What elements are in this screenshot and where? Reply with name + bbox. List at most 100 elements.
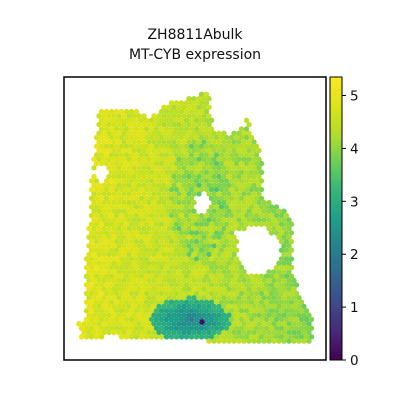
expression-spot [118, 186, 125, 193]
expression-spot [106, 312, 112, 318]
expression-spot [158, 204, 165, 210]
expression-spot [248, 160, 255, 167]
expression-spot [223, 160, 230, 167]
expression-spot [251, 303, 257, 310]
expression-spot [278, 221, 285, 227]
expression-spot [116, 312, 122, 318]
expression-spot [98, 117, 105, 124]
expression-spot [168, 316, 175, 323]
expression-spot [178, 169, 185, 175]
expression-spot [143, 143, 150, 149]
expression-spot [178, 221, 185, 227]
expression-spot [283, 212, 290, 219]
expression-spot [211, 277, 217, 284]
expression-spot [281, 295, 287, 301]
expression-spot [86, 277, 92, 284]
expression-spot [241, 173, 247, 180]
expression-spot [138, 143, 145, 149]
expression-spot [213, 273, 220, 279]
expression-spot [121, 312, 127, 318]
expression-spot [206, 303, 212, 310]
expression-spot [233, 195, 240, 201]
expression-spot [236, 182, 242, 188]
expression-spot [223, 299, 230, 305]
expression-spot [208, 126, 215, 132]
expression-spot [143, 195, 150, 201]
expression-spot [226, 173, 232, 180]
expression-spot [118, 160, 125, 167]
expression-spot [128, 178, 135, 184]
expression-spot [208, 325, 215, 331]
expression-spot [103, 299, 110, 305]
expression-spot [146, 243, 152, 249]
expression-spot [88, 273, 95, 279]
expression-spot [143, 273, 150, 279]
expression-spot [288, 290, 295, 297]
expression-spot [228, 273, 235, 279]
expression-spot [211, 173, 217, 180]
expression-spot [213, 160, 220, 167]
expression-spot [151, 251, 157, 258]
expression-spot [143, 134, 150, 141]
expression-spot [201, 96, 207, 102]
expression-spot [183, 178, 190, 184]
expression-spot [216, 303, 222, 310]
expression-spot [171, 139, 177, 145]
expression-spot [278, 256, 285, 262]
expression-spot [126, 139, 132, 145]
expression-spot [76, 321, 82, 327]
expression-spot [168, 178, 175, 184]
expression-spot [283, 316, 290, 323]
expression-spot [128, 230, 135, 236]
expression-spot [161, 104, 167, 111]
expression-spot [231, 329, 237, 336]
expression-spot [243, 204, 250, 210]
expression-spot [236, 303, 242, 310]
expression-spot [178, 308, 185, 314]
expression-spot [118, 117, 125, 124]
expression-spot [231, 217, 237, 223]
expression-spot [186, 121, 192, 128]
expression-spot [203, 186, 210, 193]
expression-spot [101, 182, 107, 188]
expression-spot [146, 277, 152, 284]
expression-spot [183, 152, 190, 158]
expression-spot [248, 221, 255, 227]
expression-spot [158, 143, 165, 149]
expression-spot [191, 225, 197, 232]
expression-spot [301, 338, 307, 344]
expression-spot [98, 308, 105, 314]
expression-spot [153, 160, 160, 167]
expression-spot [126, 130, 132, 136]
expression-spot [118, 256, 125, 262]
expression-spot [186, 199, 192, 206]
expression-spot [191, 191, 197, 197]
expression-spot [86, 303, 92, 310]
expression-spot [133, 316, 140, 323]
expression-spot [201, 139, 207, 145]
expression-spot [278, 334, 285, 340]
expression-spot [136, 139, 142, 145]
expression-spot [253, 195, 260, 201]
expression-spot [233, 282, 240, 288]
expression-spot [271, 208, 277, 214]
expression-spot [263, 212, 270, 219]
expression-spot [163, 212, 170, 219]
expression-spot [101, 329, 107, 336]
expression-spot [188, 143, 195, 149]
expression-spot [246, 165, 252, 171]
expression-spot [163, 290, 170, 297]
expression-spot [178, 230, 185, 236]
expression-spot [308, 316, 315, 323]
expression-spot [156, 329, 162, 336]
expression-spot [116, 191, 122, 197]
expression-spot [156, 277, 162, 284]
expression-spot [171, 104, 177, 111]
expression-spot [191, 234, 197, 240]
expression-spot [231, 277, 237, 284]
expression-spot [86, 286, 92, 292]
expression-spot [236, 156, 242, 162]
expression-spot [103, 308, 110, 314]
expression-spot [121, 147, 127, 154]
expression-spot [226, 303, 232, 310]
